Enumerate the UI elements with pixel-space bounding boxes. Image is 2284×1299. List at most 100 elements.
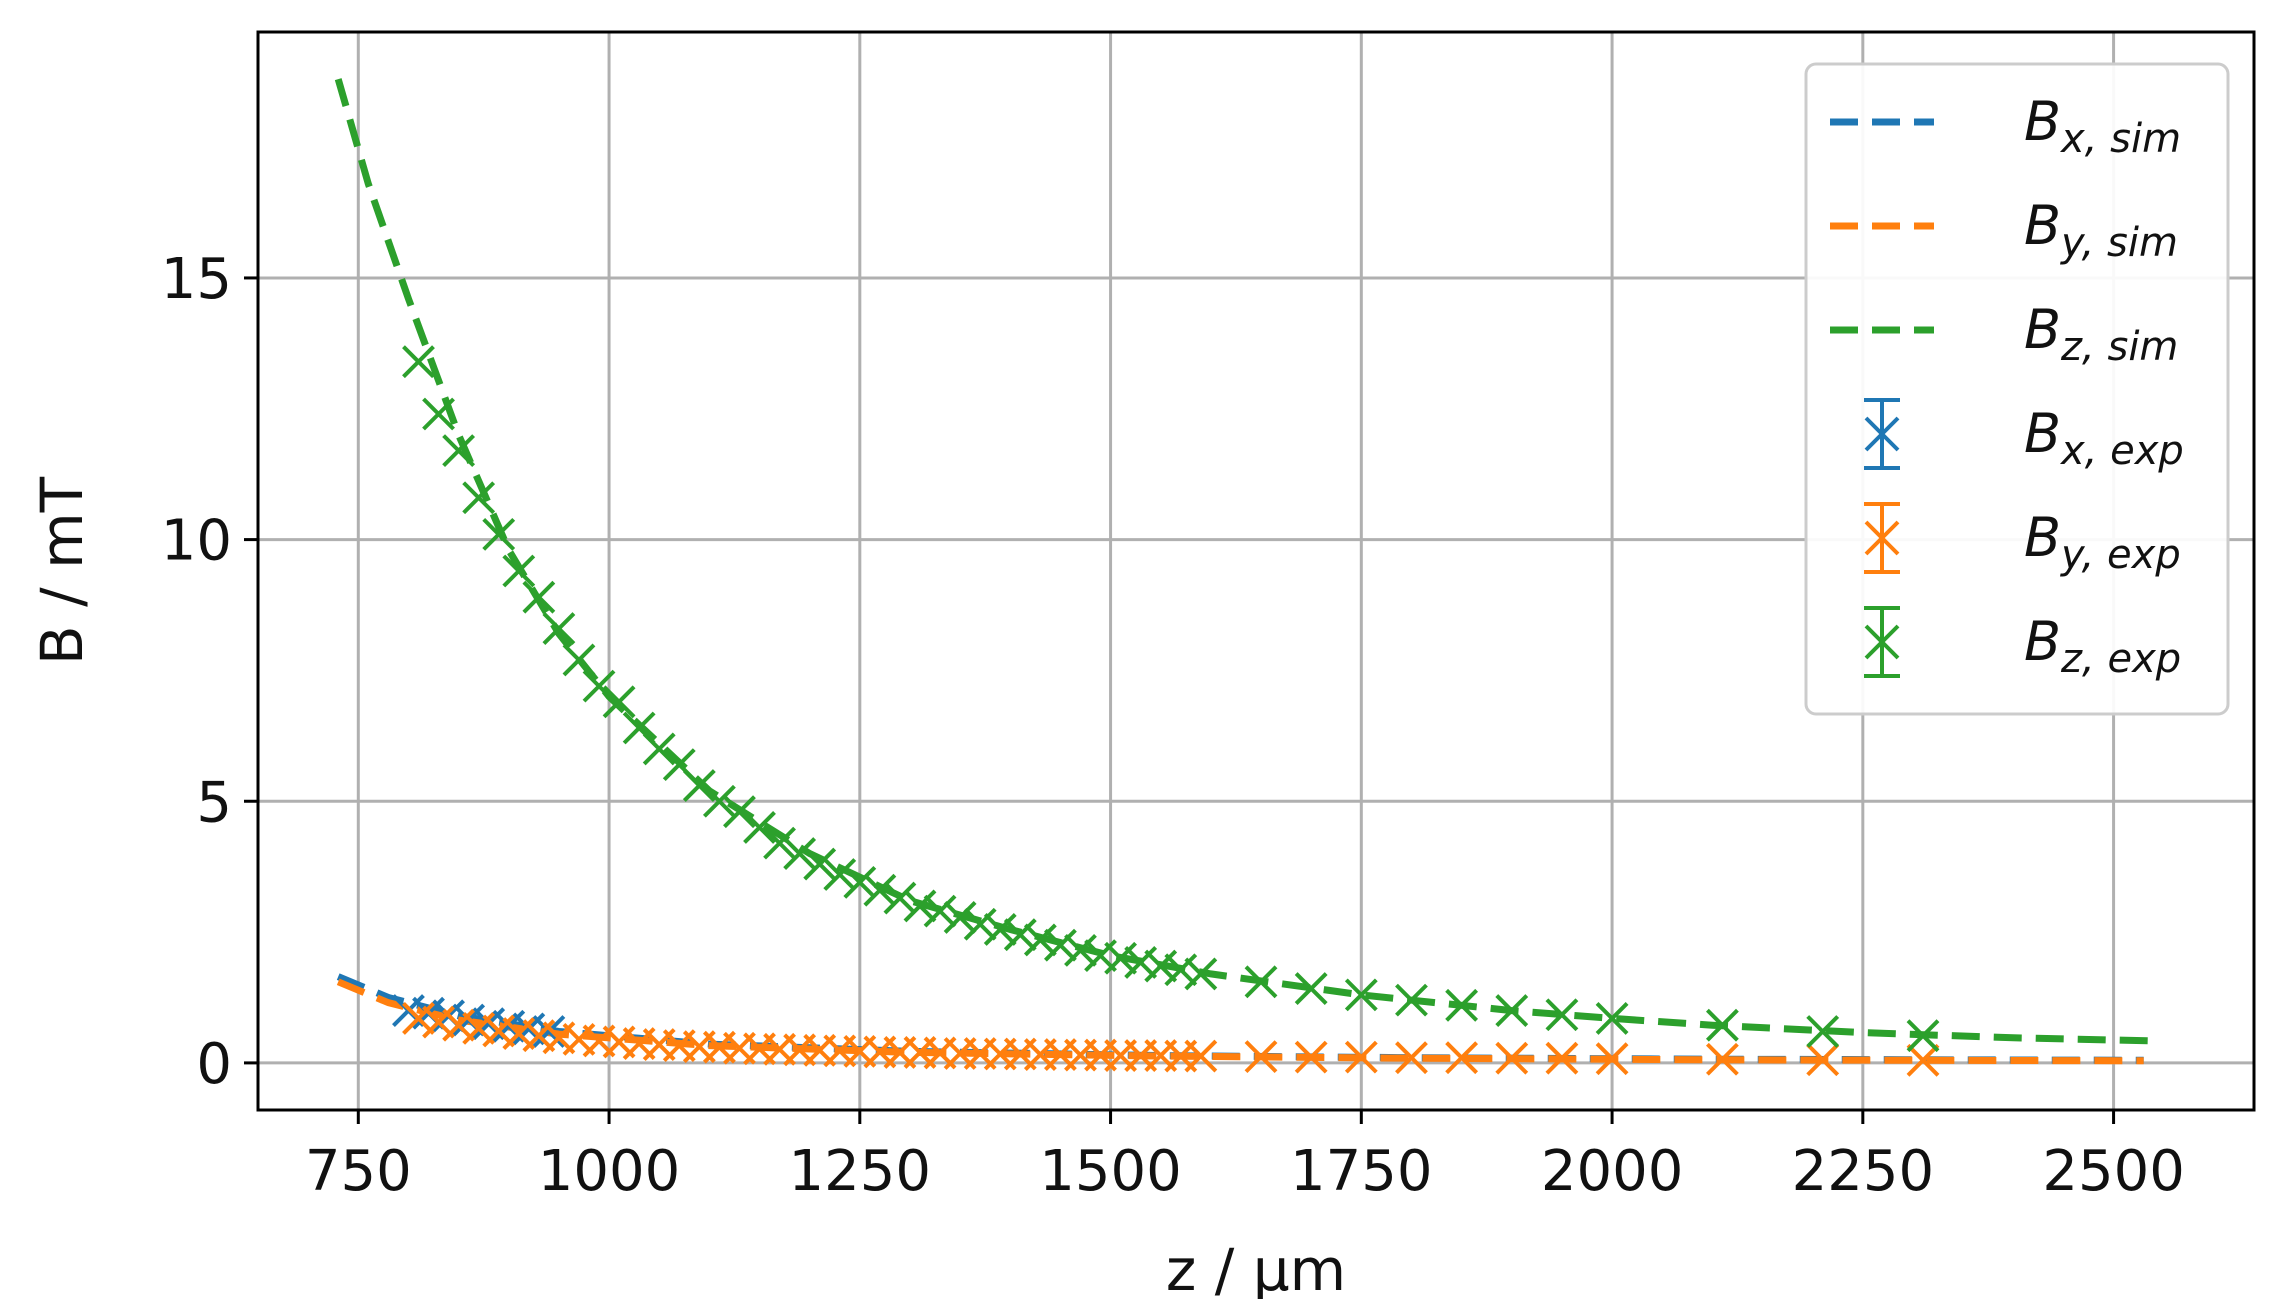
data-point [1595,1002,1629,1035]
marker-stroke [1445,1041,1479,1075]
legend-box [1804,62,2230,716]
marker-stroke [402,345,435,379]
x-tick-label: 2250 [1792,1139,1935,1204]
data-point [783,837,817,870]
marker-stroke [763,826,796,860]
marker-stroke [1184,1039,1218,1073]
legend-label-main: B [2024,506,2061,569]
data-point [1495,1041,1529,1075]
data-point [1395,1041,1428,1075]
x-tick-label: 1500 [1039,1139,1182,1204]
marker-stroke [1545,1041,1579,1075]
data-point [823,858,857,891]
legend-item-by-exp: By, exp [1864,502,2181,578]
data-point [1344,978,1378,1012]
marker-stroke [642,732,676,766]
marker-stroke [1344,1040,1378,1074]
marker-stroke [1395,1041,1428,1075]
marker-stroke [1495,1041,1529,1075]
data-point [402,345,435,379]
marker-stroke [462,481,496,515]
legend-item-bx-sim: Bx, sim [1830,90,2181,162]
y-tick-label: 0 [196,1032,232,1097]
legend-label: Bz, exp [2024,610,2181,682]
data-point [1294,1040,1328,1074]
legend-label-sub: z, exp [2060,636,2181,682]
marker-stroke [1595,1042,1629,1076]
y-tick-label: 15 [161,247,232,312]
marker-stroke [1705,1042,1739,1076]
data-point [402,1002,435,1035]
legend-label: Bz, sim [2024,298,2178,370]
data-point [1184,1039,1218,1073]
legend-item-bz-exp: Bz, exp [1864,606,2181,682]
x-tick-label: 2000 [1541,1139,1684,1204]
series-markers-bz-exp [402,345,1940,1053]
data-point [1344,1040,1378,1074]
x-tick-label: 1000 [538,1139,681,1204]
legend-item-bx-exp: Bx, exp [1864,398,2184,474]
marker-stroke [823,858,857,891]
data-point [1806,1015,1840,1048]
x-tick-label: 2500 [2042,1139,2185,1204]
marker-stroke [743,811,776,844]
data-point [442,1008,476,1042]
data-point [1705,1042,1739,1076]
marker-stroke [1806,1043,1840,1077]
data-point [422,1005,455,1039]
data-point [963,907,997,941]
marker-stroke [442,434,476,468]
marker-stroke [442,1008,476,1042]
legend-label-main: B [2024,194,2061,257]
plot-frame [256,30,2256,1112]
marker-stroke [532,1015,566,1048]
legend-item-by-sim: By, sim [1830,194,2178,266]
marker-stroke [1906,1043,1940,1077]
marker-stroke [803,847,837,881]
x-tick-label: 750 [305,1139,412,1204]
y-tick-label: 5 [196,770,232,835]
legend-item-bz-sim: Bz, sim [1830,298,2178,370]
data-point [1244,1040,1278,1074]
data-point [1545,1041,1579,1075]
legend-label-sub: z, sim [2060,324,2178,370]
legend-label-main: B [2024,298,2061,361]
marker-stroke [702,784,736,818]
legend-label: By, exp [2024,506,2181,578]
legend-label: By, sim [2024,194,2178,266]
marker-stroke [963,907,997,941]
marker-stroke [402,1002,435,1035]
legend-label-main: B [2024,402,2061,465]
legend-label-sub: x, exp [2059,428,2184,474]
legend-label-main: B [2024,90,2061,153]
marker-stroke [1294,972,1328,1006]
marker-stroke [843,865,877,899]
marker-stroke [1595,1002,1629,1035]
series-markers-by-exp [402,1002,1940,1077]
data-point [532,1015,566,1048]
legend-label-main: B [2024,610,2061,673]
data-point [1294,972,1328,1006]
legend-label-sub: x, sim [2059,116,2181,162]
data-point [763,826,796,860]
marker-stroke [582,669,616,703]
x-axis-label: z / μm [1166,1236,1346,1299]
x-tick-label: 1750 [1290,1139,1433,1204]
legend-label-sub: y, sim [2060,220,2178,266]
legend-label: Bx, exp [2024,402,2184,474]
data-point [1595,1042,1629,1076]
data-point [1445,1041,1479,1075]
marker-stroke [783,837,817,870]
y-axis-label: B / mT [28,476,96,665]
series-line-bz-sim [334,78,2154,1045]
marker-stroke [1545,998,1579,1032]
x-tick-label: 1250 [789,1139,932,1204]
marker-stroke [1344,978,1378,1012]
legend-label-sub: y, exp [2060,532,2181,578]
axis-ticks: 750 1000 1250 1500 1750 2000 2250 2500 0 5 10 15 [161,247,2185,1204]
data-point [1806,1043,1840,1077]
data-point [1545,998,1579,1032]
marker-stroke [1294,1040,1328,1074]
